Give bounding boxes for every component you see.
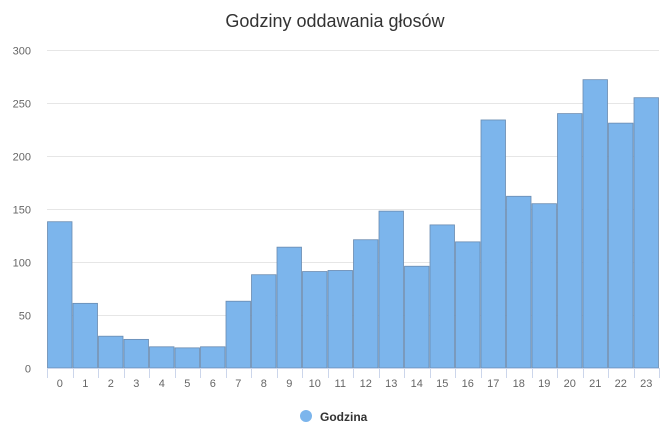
legend[interactable]: Godzina [300,410,368,424]
bar-21[interactable] [582,79,608,369]
bar-5[interactable] [174,347,200,369]
bar-2[interactable] [98,335,124,369]
x-tick-label: 0 [57,378,63,390]
grid-lines [47,50,659,316]
bar-7[interactable] [225,300,251,369]
x-axis: 0 1 2 3 4 5 6 7 8 9 10 11 12 13 14 15 16 17 18 19 20 21 22 23 [47,368,660,390]
y-tick-label: 150 [13,205,31,217]
x-tick-label: 7 [235,378,241,390]
x-tick-label: 8 [261,378,267,390]
x-tick-label: 6 [210,378,216,390]
x-tick-label: 4 [159,378,165,390]
bar-18[interactable] [506,195,532,369]
legend-label-godzina[interactable]: Godzina [320,410,368,424]
bar-12[interactable] [353,239,379,369]
bar-16[interactable] [455,241,481,369]
y-tick-label: 250 [13,99,31,111]
x-tick-label: 14 [411,378,423,390]
bar-1[interactable] [72,302,98,369]
bar-series [47,79,659,369]
x-tick-label: 13 [385,378,397,390]
bar-9[interactable] [276,246,302,369]
x-tick-label: 1 [82,378,88,390]
x-tick-label: 18 [513,378,525,390]
x-tick-label: 10 [309,378,321,390]
bar-20[interactable] [557,113,583,369]
x-tick-label: 23 [640,378,652,390]
x-tick-label: 9 [286,378,292,390]
bar-17[interactable] [480,119,506,369]
bar-4[interactable] [149,346,175,369]
x-tick-label: 17 [487,378,499,390]
bar-3[interactable] [123,338,149,369]
y-tick-label: 100 [13,258,31,270]
bar-15[interactable] [429,224,455,369]
x-tick-label: 19 [538,378,550,390]
x-tick-label: 3 [133,378,139,390]
y-axis-ticks: 0 50 100 150 200 250 300 [13,46,31,376]
y-tick-label: 200 [13,152,31,164]
x-tick-label: 22 [615,378,627,390]
x-tick-label: 11 [335,378,346,390]
x-tick-label: 12 [360,378,372,390]
bar-8[interactable] [251,274,277,369]
y-tick-label: 0 [25,364,31,376]
x-tick-label: 20 [564,378,576,390]
bar-14[interactable] [404,265,430,369]
x-tick-label: 5 [184,378,190,390]
bar-0[interactable] [47,221,73,369]
bar-19[interactable] [531,203,557,369]
y-tick-label: 50 [19,311,31,323]
bar-11[interactable] [327,270,353,369]
bar-13[interactable] [378,210,404,369]
bar-23[interactable] [633,97,659,369]
x-tick-label: 15 [436,378,448,390]
bar-10[interactable] [302,271,328,369]
bar-6[interactable] [200,346,226,369]
legend-marker-godzina[interactable] [300,410,312,422]
x-tick-label: 21 [589,378,601,390]
chart-title: Godziny oddawania głosów [225,11,445,31]
y-tick-label: 300 [13,46,31,58]
x-tick-label: 16 [462,378,474,390]
bar-22[interactable] [608,122,634,369]
x-tick-label: 2 [108,378,114,390]
